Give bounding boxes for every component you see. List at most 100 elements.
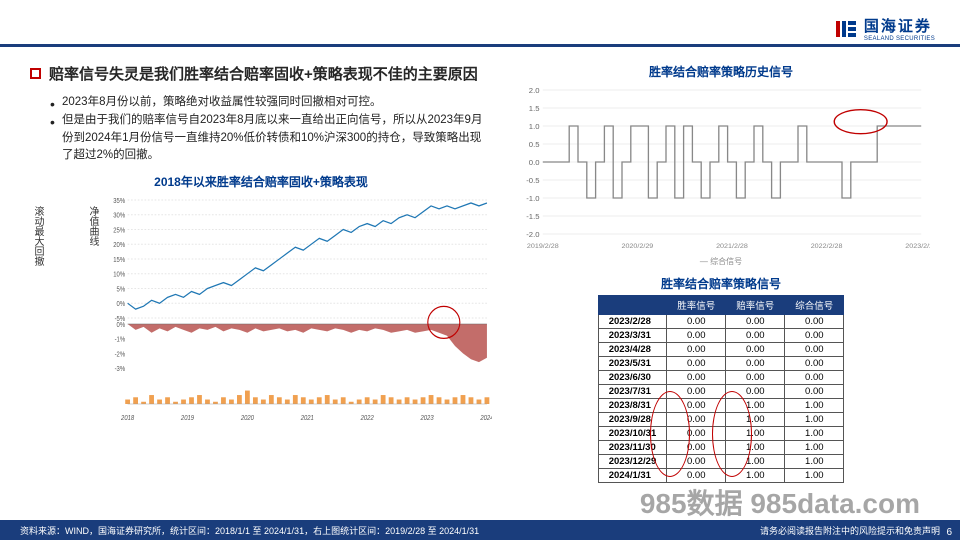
table-cell: 2023/12/29: [598, 455, 667, 469]
table-cell: 0.00: [785, 329, 844, 343]
table-cell: 0.00: [785, 371, 844, 385]
table-header: 赔率信号: [726, 296, 785, 315]
table-row: 2023/10/310.001.001.00: [598, 427, 844, 441]
svg-text:-2.0: -2.0: [526, 230, 539, 239]
table-row: 2023/8/310.001.001.00: [598, 399, 844, 413]
svg-text:2023: 2023: [420, 415, 434, 423]
signal-table: 胜率信号赔率信号综合信号2023/2/280.000.000.002023/3/…: [598, 295, 845, 483]
table-header: 胜率信号: [667, 296, 726, 315]
svg-text:2020: 2020: [240, 415, 254, 423]
table-cell: 1.00: [785, 413, 844, 427]
table-header: [598, 296, 667, 315]
table-cell: 0.00: [785, 343, 844, 357]
svg-text:-3%: -3%: [115, 366, 126, 374]
footer-right: 请务必阅读报告附注中的风险提示和免责声明: [760, 524, 940, 537]
watermark: 985数据 985data.com: [640, 482, 920, 522]
footer-left: 资料来源：WIND，国海证券研究所，统计区间：2018/1/1 至 2024/1…: [20, 524, 479, 537]
svg-text:0%: 0%: [117, 322, 126, 330]
table-cell: 1.00: [726, 399, 785, 413]
table-header: 综合信号: [785, 296, 844, 315]
svg-text:20%: 20%: [113, 242, 125, 250]
left-column: 赔率信号失灵是我们胜率结合赔率固收+策略表现不佳的主要原因 2023年8月份以前…: [30, 63, 492, 483]
table-cell: 0.00: [726, 343, 785, 357]
chart1-container: 净值曲线 滚动最大回撤 35%30%25%20%15%10%5%0%-5%0%-…: [30, 196, 492, 424]
table-cell: 0.00: [726, 357, 785, 371]
svg-text:2019: 2019: [180, 415, 194, 423]
svg-text:30%: 30%: [113, 213, 125, 221]
table-cell: 0.00: [726, 371, 785, 385]
svg-text:2020/2/29: 2020/2/29: [621, 243, 653, 250]
svg-text:1.5: 1.5: [529, 104, 540, 113]
svg-text:2019/2/28: 2019/2/28: [527, 243, 559, 250]
company-logo: 国海证券 SEALAND SECURITIES: [834, 15, 935, 42]
chart1-svg: 35%30%25%20%15%10%5%0%-5%0%-1%-2%-3%2018…: [104, 196, 492, 424]
bullet-list: 2023年8月份以前，策略绝对收益属性较强同时回撤相对可控。 但是由于我们的赔率…: [50, 94, 492, 165]
chart2-svg: 2.01.51.00.50.0-0.5-1.0-1.5-2.02019/2/28…: [512, 84, 930, 254]
svg-text:2021/2/28: 2021/2/28: [716, 243, 748, 250]
table-cell: 2023/4/28: [598, 343, 667, 357]
main-title: 赔率信号失灵是我们胜率结合赔率固收+策略表现不佳的主要原因: [49, 63, 478, 84]
table-row: 2023/4/280.000.000.00: [598, 343, 844, 357]
table-cell: 0.00: [667, 441, 726, 455]
table-row: 2023/5/310.000.000.00: [598, 357, 844, 371]
table-cell: 1.00: [785, 455, 844, 469]
chart2-container: 2.01.51.00.50.0-0.5-1.0-1.5-2.02019/2/28…: [512, 84, 930, 254]
right-column: 胜率结合赔率策略历史信号 2.01.51.00.50.0-0.5-1.0-1.5…: [512, 63, 930, 483]
table-cell: 1.00: [785, 427, 844, 441]
title-marker-icon: [30, 68, 41, 79]
bullet-item: 但是由于我们的赔率信号自2023年8月底以来一直给出正向信号，所以从2023年9…: [50, 112, 492, 165]
table-cell: 0.00: [785, 315, 844, 329]
svg-text:-1.0: -1.0: [526, 194, 539, 203]
table-cell: 2023/7/31: [598, 385, 667, 399]
chart1-y-labels: 净值曲线 滚动最大回撤: [30, 196, 100, 424]
table-cell: 1.00: [785, 441, 844, 455]
table-cell: 0.00: [667, 413, 726, 427]
logo-cn-text: 国海证券: [864, 15, 935, 36]
main-title-row: 赔率信号失灵是我们胜率结合赔率固收+策略表现不佳的主要原因: [30, 63, 492, 84]
table-cell: 0.00: [667, 357, 726, 371]
ylabel-nv: 净值曲线: [85, 206, 100, 424]
svg-text:-1%: -1%: [115, 337, 126, 345]
logo-en-text: SEALAND SECURITIES: [864, 36, 935, 42]
table-cell: 0.00: [785, 385, 844, 399]
svg-text:0%: 0%: [117, 301, 126, 309]
table-cell: 0.00: [667, 427, 726, 441]
table-row: 2023/3/310.000.000.00: [598, 329, 844, 343]
table-cell: 0.00: [726, 329, 785, 343]
table-cell: 0.00: [667, 469, 726, 483]
table-title: 胜率结合赔率策略信号: [512, 275, 930, 292]
table-cell: 1.00: [785, 399, 844, 413]
svg-text:2022/2/28: 2022/2/28: [811, 243, 843, 250]
table-cell: 0.00: [667, 343, 726, 357]
svg-text:1.0: 1.0: [529, 122, 540, 131]
table-cell: 2023/11/30: [598, 441, 667, 455]
chart2-legend: — 综合信号: [512, 256, 930, 267]
svg-text:2.0: 2.0: [529, 86, 540, 95]
table-cell: 0.00: [785, 357, 844, 371]
table-wrap: 胜率信号赔率信号综合信号2023/2/280.000.000.002023/3/…: [512, 295, 930, 483]
table-cell: 2023/3/31: [598, 329, 667, 343]
content-area: 赔率信号失灵是我们胜率结合赔率固收+策略表现不佳的主要原因 2023年8月份以前…: [0, 47, 960, 483]
table-cell: 2023/5/31: [598, 357, 667, 371]
table-cell: 1.00: [726, 413, 785, 427]
table-cell: 0.00: [667, 399, 726, 413]
table-cell: 2023/8/31: [598, 399, 667, 413]
table-row: 2023/7/310.000.000.00: [598, 385, 844, 399]
svg-text:15%: 15%: [113, 257, 125, 265]
svg-text:2023/2/28: 2023/2/28: [905, 243, 930, 250]
svg-text:35%: 35%: [113, 198, 125, 206]
footer: 资料来源：WIND，国海证券研究所，统计区间：2018/1/1 至 2024/1…: [0, 520, 960, 540]
table-cell: 1.00: [726, 455, 785, 469]
page-number: 6: [946, 527, 952, 538]
svg-text:5%: 5%: [117, 286, 126, 294]
table-cell: 0.00: [726, 315, 785, 329]
table-cell: 2023/9/28: [598, 413, 667, 427]
logo-icon: [834, 17, 858, 41]
table-cell: 1.00: [726, 469, 785, 483]
svg-text:2021: 2021: [300, 415, 314, 423]
table-cell: 0.00: [667, 315, 726, 329]
table-cell: 2023/6/30: [598, 371, 667, 385]
table-cell: 0.00: [667, 329, 726, 343]
table-row: 2023/12/290.001.001.00: [598, 455, 844, 469]
table-row: 2023/6/300.000.000.00: [598, 371, 844, 385]
